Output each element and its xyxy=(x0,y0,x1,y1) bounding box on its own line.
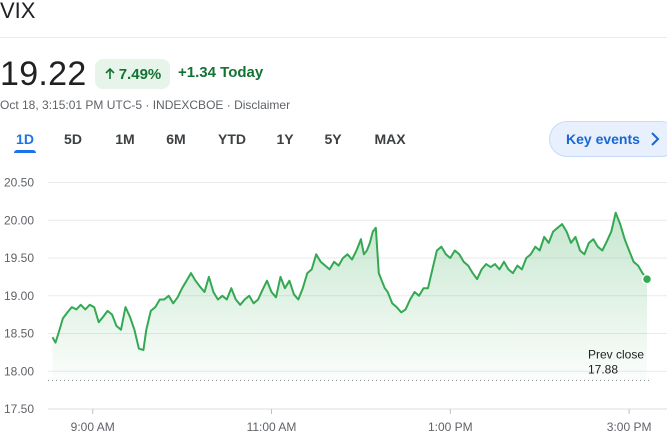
quote-meta: Oct 18, 3:15:01 PM UTC-5 · INDEXCBOE · D… xyxy=(0,98,291,112)
tab-6m[interactable]: 6M xyxy=(166,131,186,147)
y-axis-labels: 17.50 18.00 18.50 19.00 19.50 20.00 20.50 xyxy=(4,176,34,416)
change-today: +1.34 Today xyxy=(178,64,263,81)
prev-close-value: 17.88 xyxy=(588,362,618,376)
tab-max[interactable]: MAX xyxy=(374,131,406,147)
x-axis: 9:00 AM 11:00 AM 1:00 PM 3:00 PM xyxy=(48,408,667,434)
page-title: VIX xyxy=(0,0,36,23)
change-amount: +1.34 xyxy=(178,64,216,81)
tab-1d[interactable]: 1D xyxy=(14,127,36,153)
key-events-label: Key events xyxy=(566,131,640,147)
tab-5d[interactable]: 5D xyxy=(64,131,82,147)
arrow-up-icon xyxy=(105,68,115,79)
x-tick-label: 11:00 AM xyxy=(247,420,297,434)
key-events-button[interactable]: Key events xyxy=(549,121,667,157)
header-divider xyxy=(0,37,667,38)
last-price-dot xyxy=(641,273,653,285)
price-chart[interactable]: 17.50 18.00 18.50 19.00 19.50 20.00 20.50 9:00… xyxy=(0,170,667,443)
y-tick-label: 18.00 xyxy=(4,364,34,378)
x-tick-label: 1:00 PM xyxy=(428,420,473,434)
x-tick-label: 9:00 AM xyxy=(71,420,115,434)
y-tick-label: 19.50 xyxy=(4,251,34,265)
prev-close-label: Prev close xyxy=(588,347,644,361)
y-tick-label: 18.50 xyxy=(4,327,34,341)
x-tick-label: 3:00 PM xyxy=(607,420,652,434)
change-percent-badge: 7.49% xyxy=(95,59,170,89)
chevron-right-icon xyxy=(651,132,660,146)
price-area xyxy=(52,212,647,381)
y-tick-label: 19.00 xyxy=(4,289,34,303)
today-label: Today xyxy=(220,64,264,81)
price-line xyxy=(51,211,648,352)
tab-1y[interactable]: 1Y xyxy=(276,131,294,147)
y-tick-label: 20.00 xyxy=(4,213,34,227)
y-tick-label: 20.50 xyxy=(4,176,34,190)
tab-5y[interactable]: 5Y xyxy=(324,131,342,147)
y-tick-label: 17.50 xyxy=(4,402,34,416)
tab-1m[interactable]: 1M xyxy=(115,131,135,147)
change-percent: 7.49% xyxy=(118,65,162,83)
tab-ytd[interactable]: YTD xyxy=(218,131,246,147)
current-price: 19.22 xyxy=(0,55,87,93)
